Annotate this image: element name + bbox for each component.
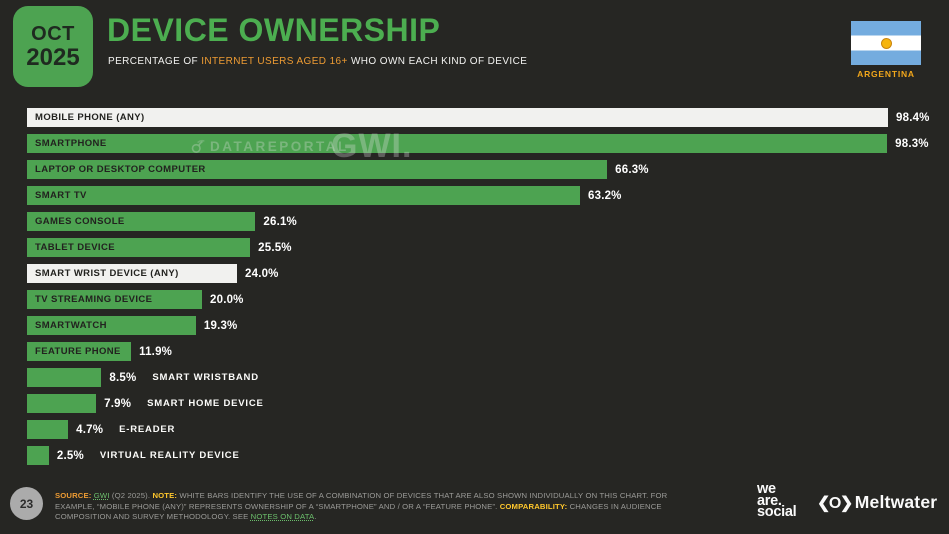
meltwater-logo: ❮O❯ Meltwater	[817, 492, 937, 513]
bar-row: TV STREAMING DEVICE 20.0%	[27, 290, 902, 309]
bar-row: FEATURE PHONE 11.9%	[27, 342, 902, 361]
bar-label: SMART HOME DEVICE	[147, 398, 264, 409]
we-are-social-line: we	[757, 481, 776, 497]
bar-label: SMARTPHONE	[35, 138, 107, 149]
source-rest: (Q2 2025).	[109, 491, 153, 500]
bar-value: 25.5%	[258, 241, 292, 254]
bar-value: 11.9%	[139, 345, 173, 358]
bar-row: SMART WRIST DEVICE (ANY) 24.0%	[27, 264, 902, 283]
bar-value: 8.5%	[109, 371, 137, 384]
bar-mobile-phone-any: MOBILE PHONE (ANY)	[27, 108, 888, 127]
bar-feature-phone: FEATURE PHONE	[27, 342, 132, 361]
bar-smart-tv: SMART TV	[27, 186, 580, 205]
note-label: NOTE:	[152, 491, 178, 500]
bar-virtual-reality-device	[27, 446, 49, 465]
bar-row: MOBILE PHONE (ANY) 98.4%	[27, 108, 929, 127]
we-are-social-logo: we are. social	[757, 481, 797, 520]
bar-label: GAMES CONSOLE	[35, 216, 125, 227]
bar-label: FEATURE PHONE	[35, 346, 121, 357]
date-badge: OCT 2025	[13, 6, 93, 87]
bar-label: SMART TV	[35, 190, 87, 201]
bar-label: SMART WRIST DEVICE (ANY)	[35, 268, 179, 279]
note-text: WHITE BARS IDENTIFY THE USE OF A COMBINA…	[55, 491, 668, 511]
bar-value: 98.4%	[896, 111, 930, 124]
bar-smart-wristband	[27, 368, 102, 387]
bar-row: SMARTWATCH 19.3%	[27, 316, 902, 335]
date-month: OCT	[31, 23, 75, 45]
bar-label: VIRTUAL REALITY DEVICE	[99, 450, 240, 461]
bar-row: 8.5% SMART WRISTBAND	[27, 368, 902, 387]
bar-chart: MOBILE PHONE (ANY) 98.4% SMARTPHONE 98.3% LA…	[27, 108, 929, 472]
bar-tv-streaming-device: TV STREAMING DEVICE	[27, 290, 202, 309]
gwi-link[interactable]: GWI	[93, 491, 110, 500]
notes-suffix: .	[314, 512, 317, 521]
bar-value: 19.3%	[203, 319, 238, 332]
bar-row: GAMES CONSOLE 26.1%	[27, 212, 902, 231]
bar-row: TABLET DEVICE 25.5%	[27, 238, 902, 257]
bar-label: TABLET DEVICE	[35, 242, 115, 253]
bar-row: 7.9% SMART HOME DEVICE	[27, 394, 902, 413]
bar-laptop-or-desktop-computer: LAPTOP OR DESKTOP COMPUTER	[27, 160, 608, 179]
page-subtitle: PERCENTAGE OF INTERNET USERS AGED 16+ WH…	[108, 56, 527, 67]
bar-smartwatch: SMARTWATCH	[27, 316, 196, 335]
bar-label: TV STREAMING DEVICE	[35, 294, 153, 305]
bar-row: SMART TV 63.2%	[27, 186, 902, 205]
bar-smart-home-device	[27, 394, 97, 413]
notes-on-data-link[interactable]: NOTES ON DATA	[250, 512, 315, 521]
comparability-text: CHANGES IN AUDIENCE COMPOSITION AND SURV…	[55, 501, 662, 522]
comparability-label: COMPARABILITY:	[499, 501, 568, 511]
bar-row: LAPTOP OR DESKTOP COMPUTER 66.3%	[27, 160, 902, 179]
we-are-social-line: are.	[757, 492, 782, 509]
bar-value: 4.7%	[76, 423, 104, 436]
subtitle-prefix: PERCENTAGE OF	[108, 56, 202, 67]
bar-value: 7.9%	[104, 397, 132, 410]
bar-value: 66.3%	[615, 163, 649, 176]
bar-e-reader	[27, 420, 69, 439]
subtitle-suffix: WHO OWN EACH KIND OF DEVICE	[347, 56, 528, 67]
bar-value: 20.0%	[210, 293, 244, 306]
page-number-badge: 23	[10, 487, 43, 520]
bar-row: SMARTPHONE 98.3%	[27, 134, 929, 153]
meltwater-logo-icon: ❮O❯	[817, 494, 853, 512]
bar-tablet-device: TABLET DEVICE	[27, 238, 251, 257]
source-note: SOURCE: GWI (Q2 2025). NOTE: WHITE BARS …	[55, 491, 703, 523]
subtitle-highlight: INTERNET USERS AGED 16+	[201, 56, 348, 67]
bar-label: E-READER	[119, 424, 176, 435]
bar-value: 26.1%	[263, 215, 297, 228]
bar-smart-wrist-device-any: SMART WRIST DEVICE (ANY)	[27, 264, 237, 283]
source-label: SOURCE:	[55, 491, 92, 500]
country-label: ARGENTINA	[857, 69, 915, 79]
bar-label: LAPTOP OR DESKTOP COMPUTER	[35, 164, 206, 175]
bar-label: SMARTWATCH	[35, 320, 107, 331]
bar-value: 98.3%	[895, 137, 929, 150]
sun-of-may-icon	[880, 37, 892, 49]
bar-games-console: GAMES CONSOLE	[27, 212, 256, 231]
we-are-social-line: social	[757, 504, 797, 520]
page-title: DEVICE OWNERSHIP	[107, 12, 441, 48]
bar-row: 2.5% VIRTUAL REALITY DEVICE	[27, 446, 902, 465]
bar-label: SMART WRISTBAND	[152, 372, 259, 383]
bar-smartphone: SMARTPHONE	[27, 134, 888, 153]
bar-label: MOBILE PHONE (ANY)	[35, 112, 145, 123]
bar-row: 4.7% E-READER	[27, 420, 902, 439]
argentina-flag	[851, 21, 921, 65]
meltwater-logo-text: Meltwater	[854, 492, 938, 512]
date-year: 2025	[26, 44, 80, 71]
bar-value: 2.5%	[56, 449, 84, 462]
bar-value: 63.2%	[588, 189, 622, 202]
bar-value: 24.0%	[245, 267, 279, 280]
